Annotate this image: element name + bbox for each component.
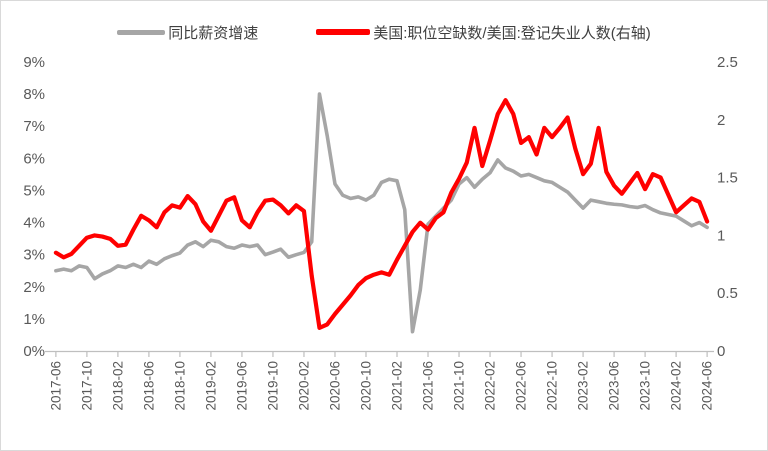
x-tick-label: 2017-06 xyxy=(48,361,63,411)
chart-legend: 同比薪资增速 美国:职位空缺数/美国:登记失业人数(右轴) xyxy=(1,1,767,45)
legend-label-openings-ratio: 美国:职位空缺数/美国:登记失业人数(右轴) xyxy=(373,24,651,42)
x-tick-label: 2018-10 xyxy=(172,361,187,411)
legend-item-wage-growth[interactable]: 同比薪资增速 xyxy=(117,22,258,43)
x-tick-label: 2023-06 xyxy=(607,361,622,411)
x-tick-label: 2021-06 xyxy=(421,361,436,411)
x-tick-label: 2022-10 xyxy=(545,361,560,411)
left-axis-tick-label: 1% xyxy=(23,311,45,328)
left-axis-tick-label: 4% xyxy=(23,215,45,232)
x-tick-label: 2022-02 xyxy=(483,361,498,411)
x-tick-label: 2022-06 xyxy=(514,361,529,411)
x-tick-label: 2020-02 xyxy=(296,361,311,411)
x-tick-label: 2023-10 xyxy=(638,361,653,411)
openings-ratio-line-swatch xyxy=(316,29,371,35)
x-tick-label: 2024-02 xyxy=(669,361,684,411)
x-tick-label: 2018-02 xyxy=(110,361,125,411)
x-tick-label: 2017-10 xyxy=(79,361,94,411)
line-chart: 2017-06 2017-10 2018-02 2018-06 2018-10 2019-… xyxy=(23,54,738,411)
left-axis-tick-label: 2% xyxy=(23,279,45,296)
x-tick-label: 2020-06 xyxy=(327,361,342,411)
legend-item-openings-ratio[interactable]: 美国:职位空缺数/美国:登记失业人数(右轴) xyxy=(316,22,651,43)
x-tick-label: 2019-06 xyxy=(234,361,249,411)
left-axis-tick-label: 3% xyxy=(23,247,45,264)
x-tick-label: 2019-02 xyxy=(203,361,218,411)
left-axis-tick-label: 6% xyxy=(23,150,45,167)
x-tick-label: 2018-06 xyxy=(141,361,156,411)
x-tick-label: 2020-10 xyxy=(358,361,373,411)
left-axis-tick-label: 7% xyxy=(23,118,45,135)
right-axis-tick-label: 1 xyxy=(717,227,725,244)
left-axis-tick-label: 9% xyxy=(23,54,45,71)
legend-label-wage-growth: 同比薪资增速 xyxy=(168,24,259,42)
x-tick-label: 2023-02 xyxy=(576,361,591,411)
right-axis-tick-label: 0.5 xyxy=(717,285,738,302)
x-tick-label: 2021-10 xyxy=(452,361,467,411)
right-axis-tick-label: 0 xyxy=(717,343,725,360)
x-tick-label: 2024-06 xyxy=(700,361,715,411)
left-axis-tick-label: 8% xyxy=(23,86,45,103)
right-axis-tick-label: 2.5 xyxy=(717,54,738,71)
x-tick-label: 2019-10 xyxy=(265,361,280,411)
x-tick-label: 2021-02 xyxy=(390,361,405,411)
wage-growth-line-swatch xyxy=(117,29,166,35)
wage-growth-line xyxy=(54,92,709,334)
right-axis-tick-label: 2 xyxy=(717,112,725,129)
left-axis-tick-label: 5% xyxy=(23,182,45,199)
left-axis-tick-label: 0% xyxy=(23,343,45,360)
right-axis-tick-label: 1.5 xyxy=(717,170,738,187)
openings-unemployed-ratio-line xyxy=(53,98,710,330)
